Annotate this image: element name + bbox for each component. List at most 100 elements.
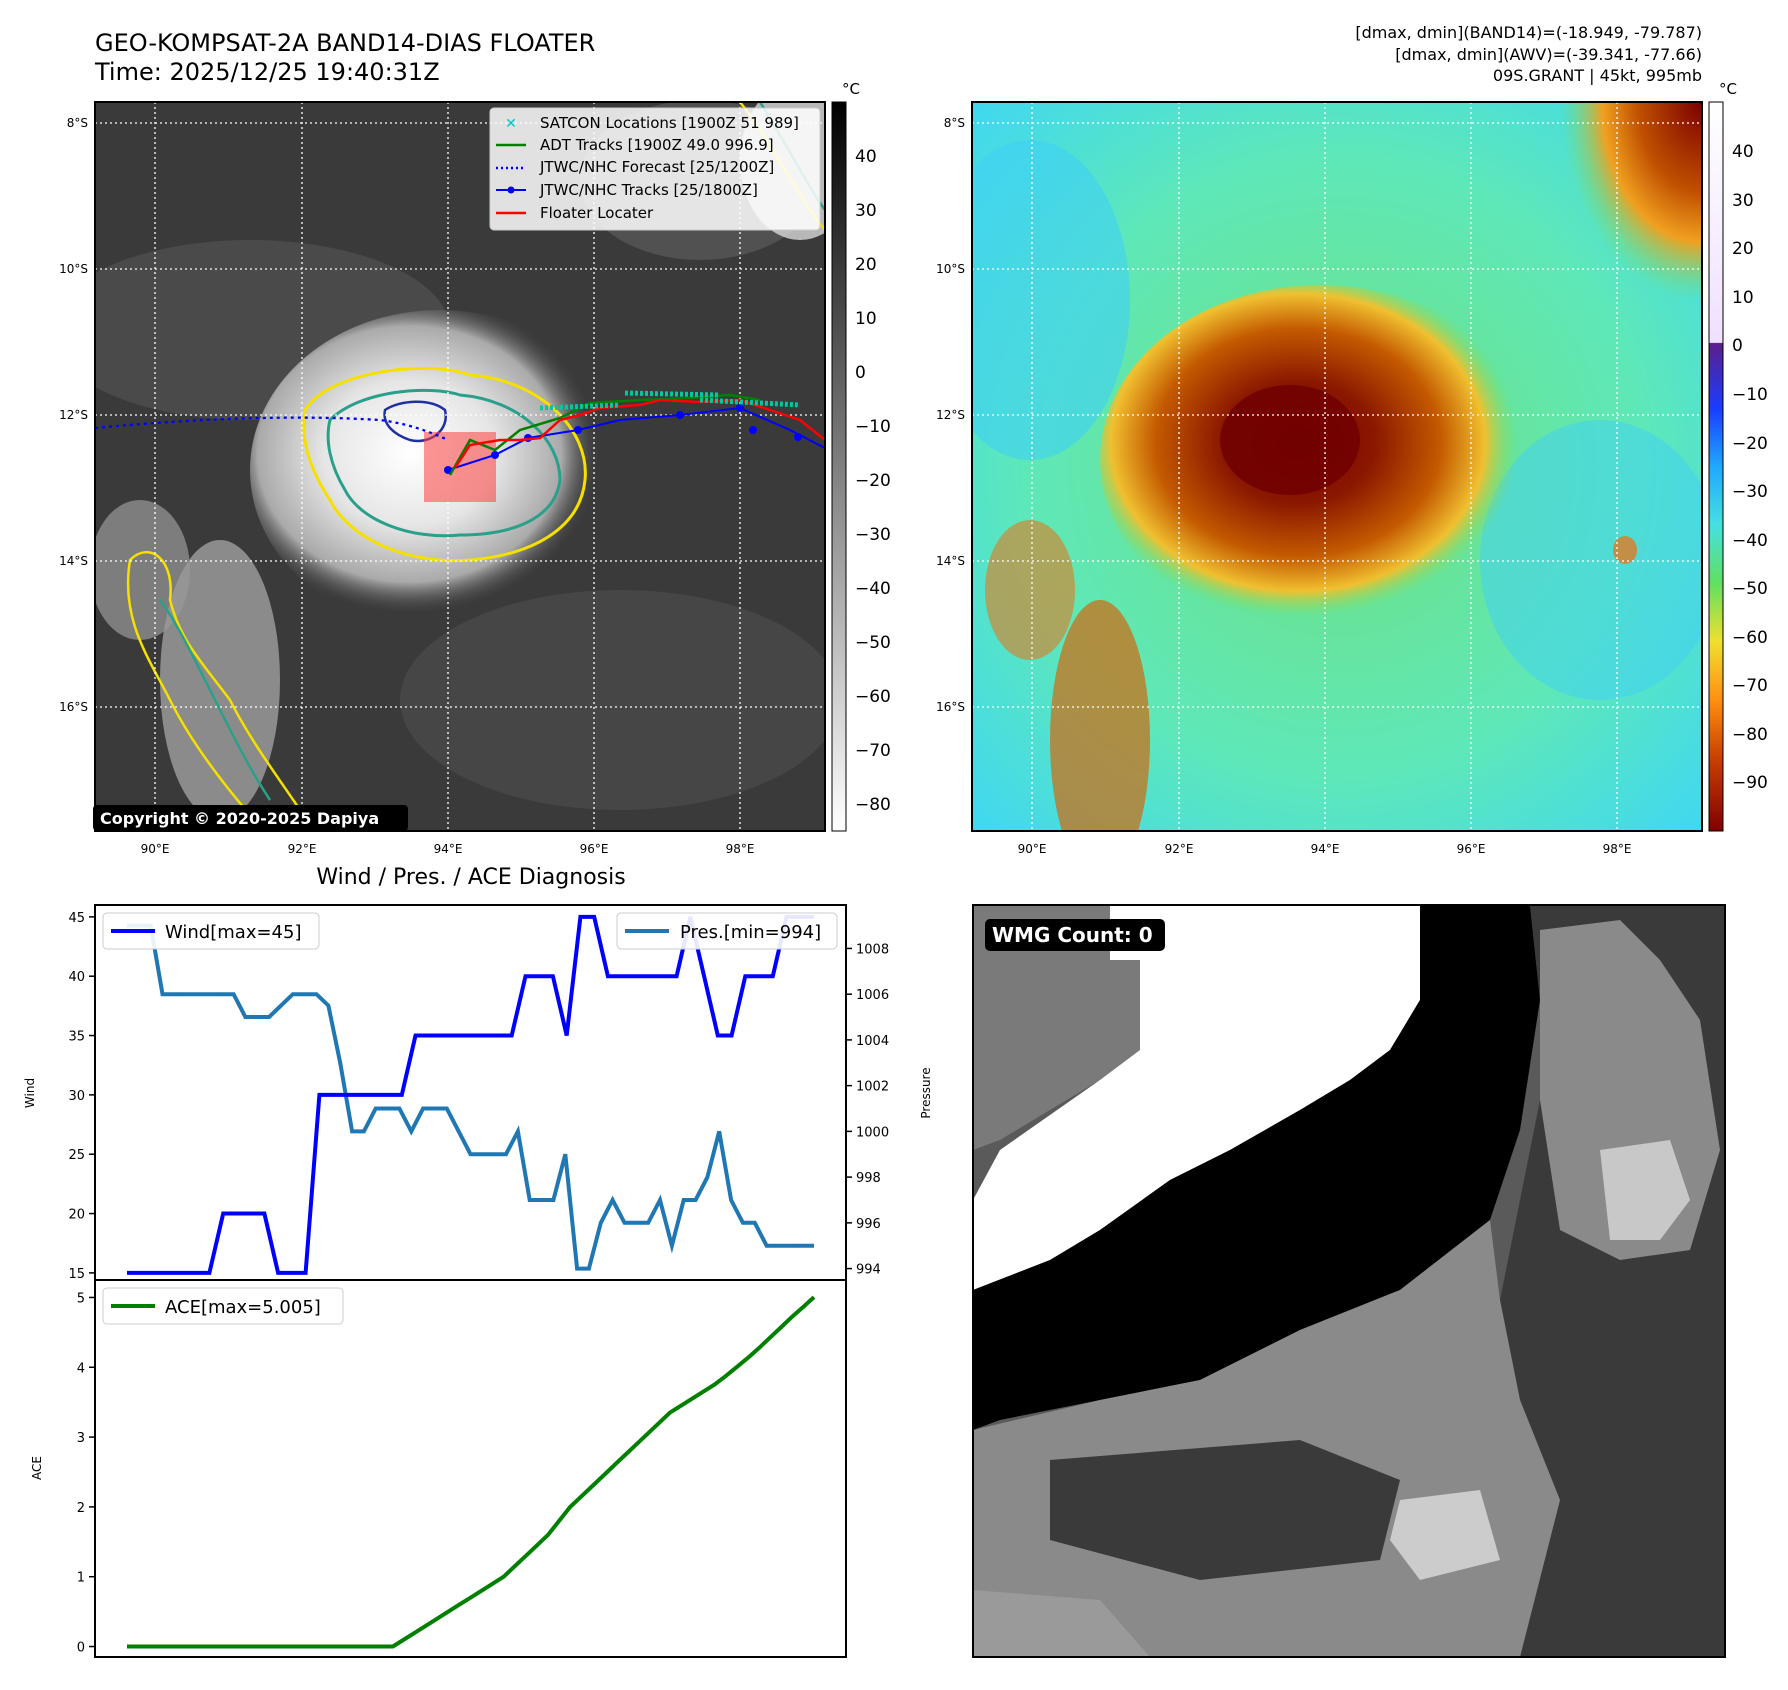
satcon-marker-icon: ✕ <box>505 116 517 132</box>
color-tick: −60 <box>1732 628 1768 648</box>
legend-item-adt: ADT Tracks [1900Z 49.0 996.9] <box>496 136 774 154</box>
wind-y-ticks: 15 20 25 30 35 40 45 <box>68 911 95 1282</box>
lat-label-10s: 10°S <box>936 262 965 276</box>
legend-item-satcon: ✕ SATCON Locations [1900Z 51 989] <box>505 114 799 132</box>
satcon-locations <box>539 390 801 411</box>
legend-label-floater: Floater Locater <box>540 204 654 222</box>
legend-item-jtwc: JTWC/NHC Tracks [25/1800Z] <box>496 181 758 199</box>
wind-axis-label: Wind <box>23 1078 37 1108</box>
gray-tick: −60 <box>855 687 891 707</box>
ace-plot-area <box>94 1279 847 1658</box>
color-tick: −30 <box>1732 482 1768 502</box>
wmg-imagery <box>973 905 1725 1657</box>
legend-item-floater: Floater Locater <box>496 204 654 222</box>
color-tick: 0 <box>1732 336 1743 356</box>
gray-tick: −10 <box>855 417 891 437</box>
lon-label-96e: 96°E <box>1457 842 1486 856</box>
copyright-text: Copyright © 2020-2025 Dapiya <box>100 809 379 828</box>
ace-legend-label: ACE[max=5.005] <box>165 1297 321 1318</box>
pressure-series-line <box>127 923 814 1271</box>
lat-label-10s: 10°S <box>59 262 88 276</box>
lat-label-16s: 16°S <box>59 700 88 714</box>
y-tick-label: 20 <box>68 1208 85 1223</box>
color-tick: 10 <box>1732 288 1754 308</box>
copyright-badge: Copyright © 2020-2025 Dapiya <box>93 805 408 831</box>
gray-tick: −20 <box>855 471 891 491</box>
ir-map-panel: ✕ SATCON Locations [1900Z 51 989] ADT Tr… <box>59 101 826 856</box>
color-tick: −90 <box>1732 773 1768 793</box>
wmg-panel: WMG Count: 0 <box>972 904 1726 1658</box>
pressure-legend-label: Pres.[min=994] <box>680 922 821 943</box>
lat-label-14s: 14°S <box>59 554 88 568</box>
floater-locater-track <box>453 398 825 469</box>
pressure-y-ticks: 994 996 998 1000 1002 1004 1006 1008 <box>846 942 889 1278</box>
stats-line3: 09S.GRANT | 45kt, 995mb <box>1493 66 1702 85</box>
y-tick-label: 1002 <box>856 1080 889 1095</box>
y-tick-label: 3 <box>77 1431 85 1446</box>
gray-tick: −30 <box>855 525 891 545</box>
color-tick: −10 <box>1732 385 1768 405</box>
y-tick-label: 1 <box>77 1571 85 1586</box>
ace-legend: ACE[max=5.005] <box>102 1287 344 1325</box>
stats-line2: [dmax, dmin](AWV)=(-39.341, -77.66) <box>1395 45 1702 64</box>
enhanced-imagery <box>972 102 1702 831</box>
enhanced-map-panel: 8°S 10°S 12°S 14°S 16°S 90°E 92°E 94°E 9… <box>936 101 1703 856</box>
jtwc-track-points <box>444 404 802 474</box>
wind-series-line <box>127 914 814 1275</box>
gray-colorbar-ticks: 40 30 20 10 0 −10 −20 −30 −40 −50 −60 −7… <box>855 147 891 815</box>
gray-tick: 10 <box>855 309 877 329</box>
ace-chart: ACE 0 1 2 3 4 5 ACE[max=5.005] <box>30 1279 847 1658</box>
color-tick: −50 <box>1732 579 1768 599</box>
lon-label-90e: 90°E <box>141 842 170 856</box>
legend-item-forecast: JTWC/NHC Forecast [25/1200Z] <box>496 158 774 176</box>
lat-label-16s: 16°S <box>936 700 965 714</box>
pressure-legend: Pres.[min=994] <box>616 912 838 950</box>
gray-tick: −40 <box>855 579 891 599</box>
y-tick-label: 994 <box>856 1263 881 1278</box>
wind-legend-label: Wind[max=45] <box>165 922 302 943</box>
y-tick-label: 45 <box>68 911 85 926</box>
header: GEO-KOMPSAT-2A BAND14-DIAS FLOATER Time:… <box>94 23 1702 86</box>
y-tick-label: 15 <box>68 1267 85 1282</box>
y-tick-label: 998 <box>856 1171 881 1186</box>
lat-label-12s: 12°S <box>59 408 88 422</box>
y-tick-label: 1006 <box>856 988 889 1003</box>
color-tick: −70 <box>1732 676 1768 696</box>
gray-tick: 40 <box>855 147 877 167</box>
y-tick-label: 4 <box>77 1361 85 1376</box>
gray-tick: −70 <box>855 741 891 761</box>
y-tick-label: 35 <box>68 1030 85 1045</box>
color-tick: −40 <box>1732 531 1768 551</box>
lat-label-14s: 14°S <box>936 554 965 568</box>
enhanced-gridlines <box>972 102 1702 831</box>
gray-tick: 0 <box>855 363 866 383</box>
wind-pressure-chart: Wind Pressure 15 20 25 30 35 40 45 994 996 998 10… <box>23 904 933 1282</box>
enhanced-lat-labels: 8°S 10°S 12°S 14°S 16°S <box>936 116 965 714</box>
enhanced-lon-labels: 90°E 92°E 94°E 96°E 98°E <box>1018 842 1632 856</box>
y-tick-label: 1000 <box>856 1125 889 1140</box>
stats-line1: [dmax, dmin](BAND14)=(-18.949, -79.787) <box>1355 23 1702 42</box>
legend-label-adt: ADT Tracks [1900Z 49.0 996.9] <box>540 136 774 154</box>
ir-lat-labels: 8°S 10°S 12°S 14°S 16°S <box>59 116 88 714</box>
diagnosis-title: Wind / Pres. / ACE Diagnosis <box>316 865 625 890</box>
color-colorbar-ticks: 40 30 20 10 0 −10 −20 −30 −40 −50 −60 −7… <box>1732 142 1768 793</box>
color-tick: −80 <box>1732 725 1768 745</box>
y-tick-label: 2 <box>77 1501 85 1516</box>
lon-label-98e: 98°E <box>726 842 755 856</box>
ace-series-line <box>127 1295 816 1649</box>
gray-tick: −80 <box>855 795 891 815</box>
y-tick-label: 1008 <box>856 942 889 957</box>
legend-label-forecast: JTWC/NHC Forecast [25/1200Z] <box>539 158 774 176</box>
y-tick-label: 0 <box>77 1641 85 1656</box>
jtwc-dot-icon <box>507 186 515 194</box>
ace-axis-label: ACE <box>30 1456 44 1480</box>
lon-label-96e: 96°E <box>580 842 609 856</box>
lat-label-8s: 8°S <box>67 116 88 130</box>
lon-label-94e: 94°E <box>1311 842 1340 856</box>
lon-label-94e: 94°E <box>434 842 463 856</box>
wmg-count-badge: WMG Count: 0 <box>985 919 1165 951</box>
legend-label-satcon: SATCON Locations [1900Z 51 989] <box>540 114 799 132</box>
y-tick-label: 30 <box>68 1089 85 1104</box>
y-tick-label: 40 <box>68 970 85 985</box>
